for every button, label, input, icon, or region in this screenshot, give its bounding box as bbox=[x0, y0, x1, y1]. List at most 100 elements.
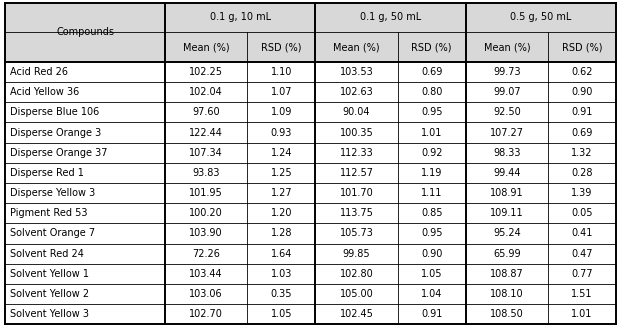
Text: 90.04: 90.04 bbox=[343, 107, 370, 117]
Text: 1.09: 1.09 bbox=[271, 107, 292, 117]
Text: 0.91: 0.91 bbox=[421, 309, 442, 319]
Text: RSD (%): RSD (%) bbox=[261, 42, 302, 52]
Text: 0.41: 0.41 bbox=[571, 229, 592, 238]
Bar bbox=[5, 122, 616, 143]
Text: 1.01: 1.01 bbox=[571, 309, 592, 319]
Text: Solvent Orange 7: Solvent Orange 7 bbox=[10, 229, 95, 238]
Bar bbox=[5, 143, 616, 163]
Text: 95.24: 95.24 bbox=[493, 229, 520, 238]
Bar bbox=[5, 102, 616, 122]
Text: 103.06: 103.06 bbox=[189, 289, 223, 299]
Text: 0.93: 0.93 bbox=[271, 128, 292, 138]
Text: 0.90: 0.90 bbox=[571, 87, 592, 97]
Text: 108.50: 108.50 bbox=[490, 309, 524, 319]
Text: 112.57: 112.57 bbox=[340, 168, 373, 178]
Text: 99.73: 99.73 bbox=[493, 67, 520, 77]
Text: Disperse Blue 106: Disperse Blue 106 bbox=[10, 107, 99, 117]
Text: 1.05: 1.05 bbox=[421, 269, 442, 279]
Text: 0.85: 0.85 bbox=[421, 208, 442, 218]
Text: Solvent Yellow 2: Solvent Yellow 2 bbox=[10, 289, 89, 299]
Bar bbox=[5, 163, 616, 183]
Text: Pigment Red 53: Pigment Red 53 bbox=[10, 208, 88, 218]
Text: 99.07: 99.07 bbox=[493, 87, 520, 97]
Text: Mean (%): Mean (%) bbox=[484, 42, 530, 52]
Text: Disperse Red 1: Disperse Red 1 bbox=[10, 168, 84, 178]
Text: 1.25: 1.25 bbox=[271, 168, 292, 178]
Text: 108.91: 108.91 bbox=[490, 188, 524, 198]
Text: 97.60: 97.60 bbox=[193, 107, 220, 117]
Text: 108.10: 108.10 bbox=[490, 289, 524, 299]
Text: 105.00: 105.00 bbox=[340, 289, 373, 299]
Text: Disperse Yellow 3: Disperse Yellow 3 bbox=[10, 188, 95, 198]
Text: Solvent Red 24: Solvent Red 24 bbox=[10, 249, 84, 259]
Text: 102.25: 102.25 bbox=[189, 67, 223, 77]
Text: 1.01: 1.01 bbox=[421, 128, 442, 138]
Text: Disperse Orange 3: Disperse Orange 3 bbox=[10, 128, 101, 138]
Text: 102.45: 102.45 bbox=[340, 309, 373, 319]
Text: 0.5 g, 50 mL: 0.5 g, 50 mL bbox=[510, 12, 571, 23]
Text: Mean (%): Mean (%) bbox=[333, 42, 380, 52]
Text: Acid Yellow 36: Acid Yellow 36 bbox=[10, 87, 79, 97]
Text: 112.33: 112.33 bbox=[340, 148, 373, 158]
Bar bbox=[5, 284, 616, 304]
Text: 1.27: 1.27 bbox=[271, 188, 292, 198]
Text: 98.33: 98.33 bbox=[493, 148, 520, 158]
Text: 0.95: 0.95 bbox=[421, 107, 442, 117]
Text: 0.28: 0.28 bbox=[571, 168, 592, 178]
Text: 122.44: 122.44 bbox=[189, 128, 223, 138]
Text: 0.35: 0.35 bbox=[271, 289, 292, 299]
Text: 1.03: 1.03 bbox=[271, 269, 292, 279]
Text: 107.27: 107.27 bbox=[490, 128, 524, 138]
Text: 1.64: 1.64 bbox=[271, 249, 292, 259]
Text: 0.05: 0.05 bbox=[571, 208, 592, 218]
Text: 92.50: 92.50 bbox=[493, 107, 520, 117]
Text: 99.44: 99.44 bbox=[493, 168, 520, 178]
Text: 1.10: 1.10 bbox=[271, 67, 292, 77]
Text: 1.39: 1.39 bbox=[571, 188, 592, 198]
Bar bbox=[5, 183, 616, 203]
Text: Mean (%): Mean (%) bbox=[183, 42, 230, 52]
Bar bbox=[5, 62, 616, 82]
Text: 0.92: 0.92 bbox=[421, 148, 442, 158]
Text: 1.32: 1.32 bbox=[571, 148, 592, 158]
Text: 0.69: 0.69 bbox=[571, 128, 592, 138]
Text: 100.20: 100.20 bbox=[189, 208, 223, 218]
Bar bbox=[5, 264, 616, 284]
Text: 72.26: 72.26 bbox=[193, 249, 220, 259]
Text: RSD (%): RSD (%) bbox=[562, 42, 602, 52]
Text: Solvent Yellow 3: Solvent Yellow 3 bbox=[10, 309, 89, 319]
Text: 0.47: 0.47 bbox=[571, 249, 592, 259]
Text: 105.73: 105.73 bbox=[340, 229, 373, 238]
Text: 1.19: 1.19 bbox=[421, 168, 442, 178]
Text: 1.20: 1.20 bbox=[271, 208, 292, 218]
Text: 1.51: 1.51 bbox=[571, 289, 592, 299]
Text: 0.91: 0.91 bbox=[571, 107, 592, 117]
Text: 1.07: 1.07 bbox=[271, 87, 292, 97]
Text: 1.24: 1.24 bbox=[271, 148, 292, 158]
Text: Compounds: Compounds bbox=[56, 27, 114, 37]
Bar bbox=[5, 3, 616, 32]
Text: 0.62: 0.62 bbox=[571, 67, 592, 77]
Text: 102.80: 102.80 bbox=[340, 269, 373, 279]
Text: 101.95: 101.95 bbox=[189, 188, 223, 198]
Bar bbox=[5, 203, 616, 223]
Text: 101.70: 101.70 bbox=[340, 188, 373, 198]
Text: 103.90: 103.90 bbox=[189, 229, 223, 238]
Text: 103.53: 103.53 bbox=[340, 67, 373, 77]
Text: 1.04: 1.04 bbox=[421, 289, 442, 299]
Text: 102.04: 102.04 bbox=[189, 87, 223, 97]
Bar bbox=[5, 32, 616, 62]
Text: 103.44: 103.44 bbox=[189, 269, 223, 279]
Text: Acid Red 26: Acid Red 26 bbox=[10, 67, 68, 77]
Text: 102.70: 102.70 bbox=[189, 309, 223, 319]
Text: RSD (%): RSD (%) bbox=[411, 42, 452, 52]
Bar bbox=[5, 304, 616, 324]
Bar bbox=[5, 223, 616, 244]
Text: 0.1 g, 10 mL: 0.1 g, 10 mL bbox=[210, 12, 271, 23]
Text: 0.1 g, 50 mL: 0.1 g, 50 mL bbox=[360, 12, 421, 23]
Text: 0.80: 0.80 bbox=[421, 87, 442, 97]
Bar bbox=[5, 244, 616, 264]
Bar bbox=[5, 82, 616, 102]
Text: 93.83: 93.83 bbox=[193, 168, 220, 178]
Text: 100.35: 100.35 bbox=[340, 128, 373, 138]
